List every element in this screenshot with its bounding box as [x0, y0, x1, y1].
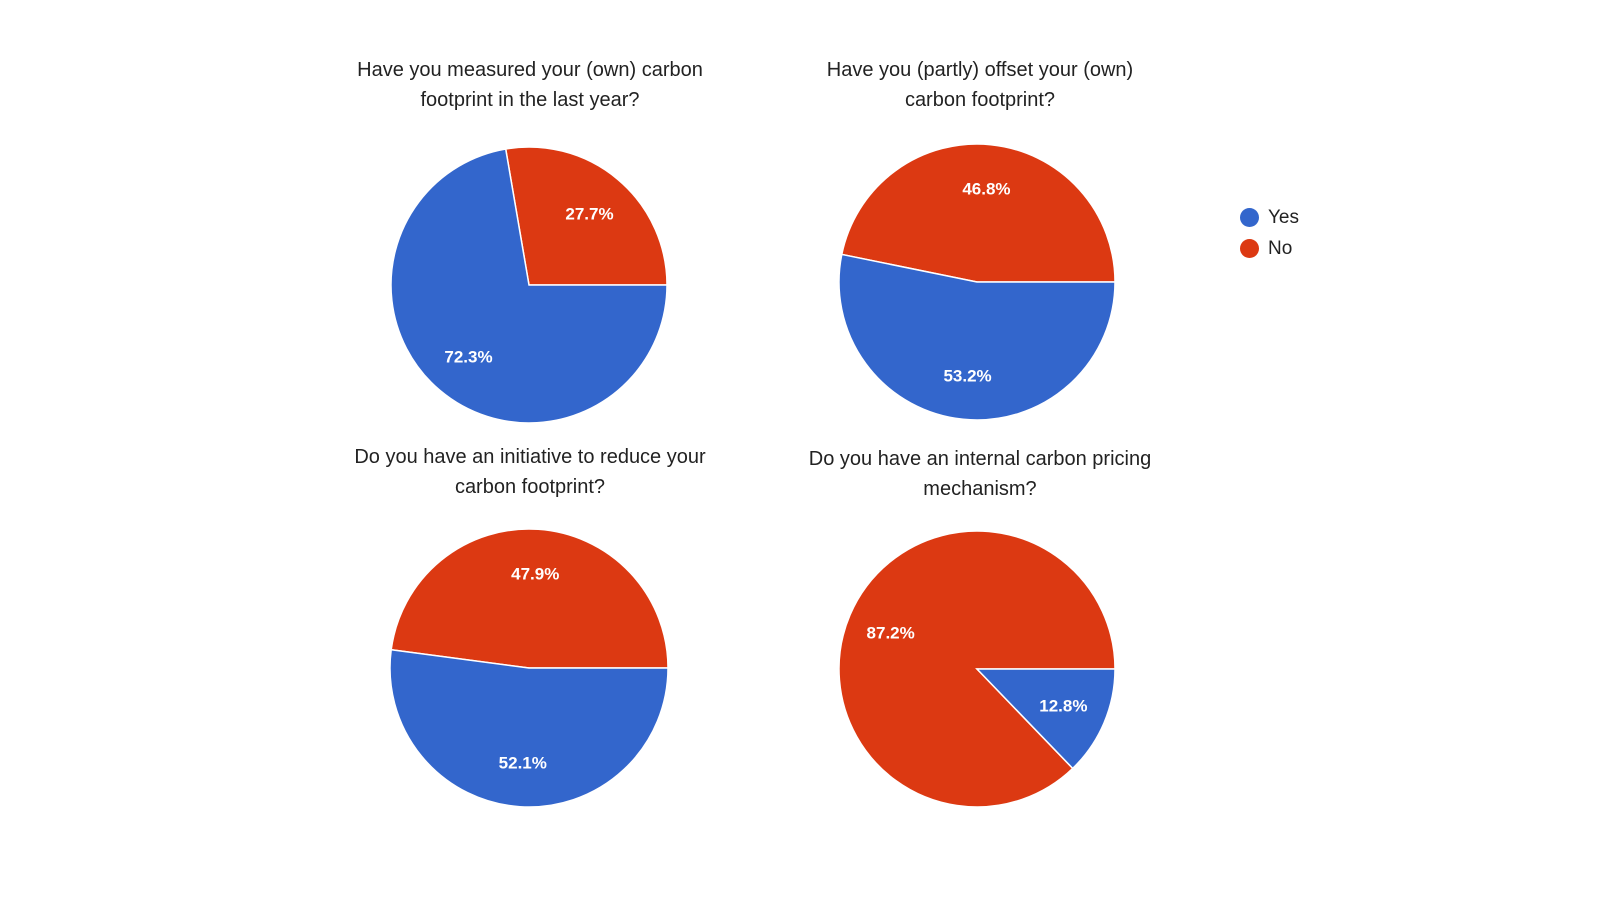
legend-label-yes: Yes	[1268, 206, 1299, 228]
chart-2-title-line-2: carbon footprint?	[904, 89, 1056, 111]
chart-3-label-yes: 52.1%	[499, 753, 547, 772]
chart-3-title-line-1: Do you have an initiative to reduce your	[354, 446, 706, 468]
chart-4-slice-yes[interactable]	[975, 668, 1116, 770]
chart-4-label-yes: 12.8%	[1039, 697, 1087, 716]
chart-4-title: Do you have an internal carbon pricing m…	[760, 444, 1200, 504]
chart-4-label-no: 87.2%	[867, 623, 915, 642]
chart-2-title: Have you (partly) offset your (own) carb…	[760, 55, 1200, 115]
chart-2-label-no: 46.8%	[962, 180, 1010, 199]
chart-2-title-block: Have you (partly) offset your (own) carb…	[760, 55, 1200, 115]
legend-item-no[interactable]: No	[1240, 233, 1299, 264]
chart-3-slice-no[interactable]	[390, 528, 669, 669]
legend: Yes No	[1240, 202, 1299, 264]
chart-2-title-line-1: Have you (partly) offset your (own)	[826, 59, 1134, 81]
chart-3-title-block: Do you have an initiative to reduce your…	[310, 442, 750, 502]
chart-1-label-no: 27.7%	[565, 204, 613, 223]
chart-3-slice-yes[interactable]	[389, 648, 669, 808]
chart-1-title-block: Have you measured your (own) carbon foot…	[310, 55, 750, 115]
chart-2-slice-no[interactable]	[840, 143, 1116, 283]
chart-3-label-no: 47.9%	[511, 565, 559, 584]
chart-2-label-yes: 53.2%	[943, 366, 991, 385]
legend-swatch-no	[1240, 239, 1259, 258]
chart-1-slice-yes[interactable]	[390, 148, 668, 424]
chart-3-title-line-2: carbon footprint?	[454, 476, 606, 498]
chart-1-title: Have you measured your (own) carbon foot…	[310, 55, 750, 115]
chart-1-title-line-1: Have you measured your (own) carbon	[357, 59, 703, 81]
chart-1-title-line-2: footprint in the last year?	[420, 89, 640, 111]
chart-1-label-yes: 72.3%	[444, 348, 492, 367]
legend-item-yes[interactable]: Yes	[1240, 202, 1299, 233]
chart-3-title: Do you have an initiative to reduce your…	[310, 442, 750, 502]
legend-label-no: No	[1268, 237, 1293, 259]
chart-4-title-line-1: Do you have an internal carbon pricing	[808, 448, 1152, 470]
chart-1-slice-no[interactable]	[504, 146, 668, 286]
chart-4-title-line-2: mechanism?	[923, 478, 1037, 500]
chart-4-title-block: Do you have an internal carbon pricing m…	[760, 444, 1200, 504]
chart-2-slice-yes[interactable]	[838, 253, 1116, 421]
legend-swatch-yes	[1240, 208, 1259, 227]
